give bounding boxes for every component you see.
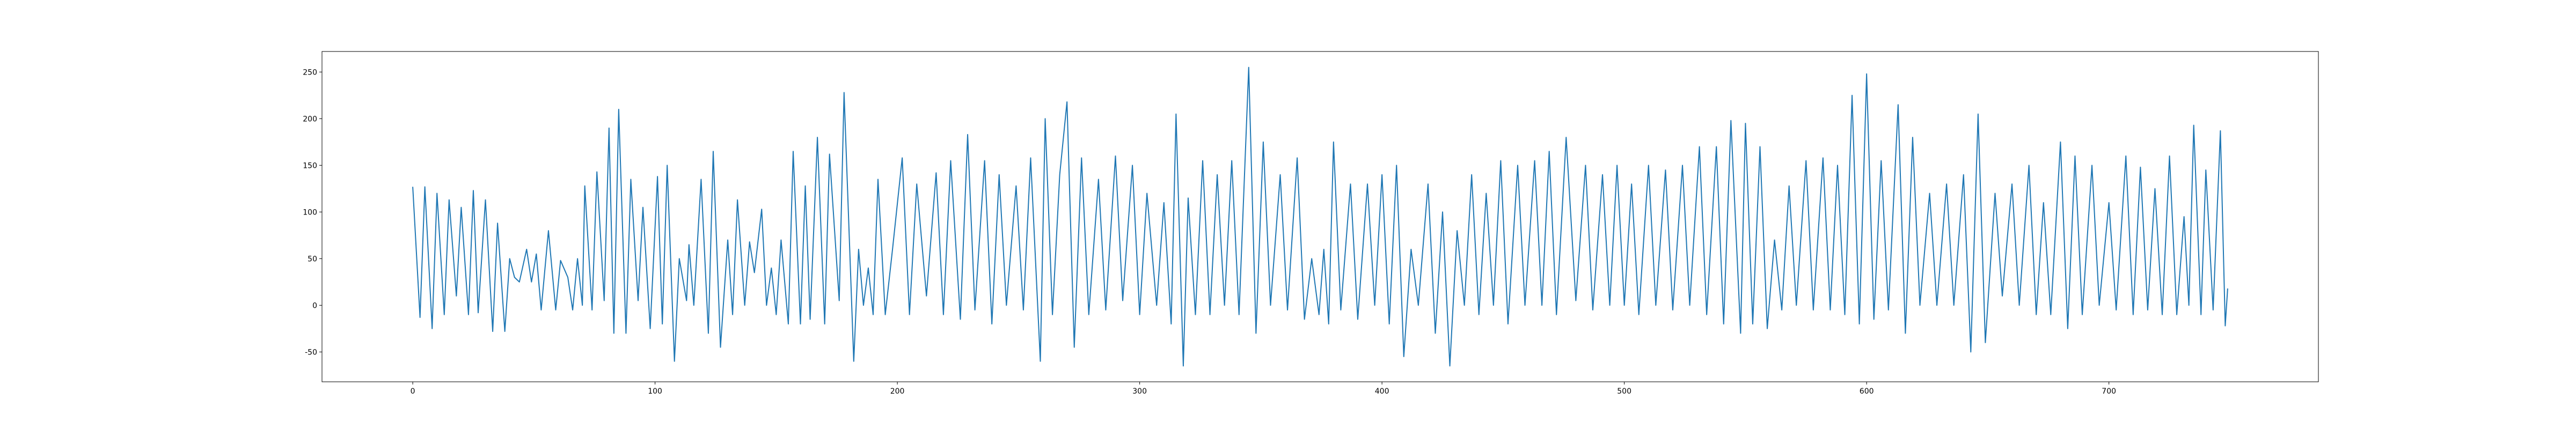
x-tick-label: 400: [1375, 387, 1389, 396]
y-tick-label: 250: [303, 68, 317, 77]
y-tick-label: -50: [305, 348, 317, 357]
y-tick-label: 50: [308, 255, 317, 263]
y-tick-label: 0: [312, 301, 317, 310]
x-tick-label: 0: [411, 387, 415, 396]
line-series: [412, 66, 2228, 367]
x-tick-label: 700: [2102, 387, 2116, 396]
x-tick-label: 600: [1860, 387, 1874, 396]
x-tick-label: 500: [1617, 387, 1631, 396]
x-tick-label: 100: [648, 387, 662, 396]
plot-frame: [321, 51, 2319, 382]
y-tick-label: 200: [303, 115, 317, 123]
x-tick-label: 300: [1132, 387, 1147, 396]
y-tick-label: 100: [303, 208, 317, 217]
y-tick-label: 150: [303, 161, 317, 170]
x-tick-label: 200: [890, 387, 905, 396]
